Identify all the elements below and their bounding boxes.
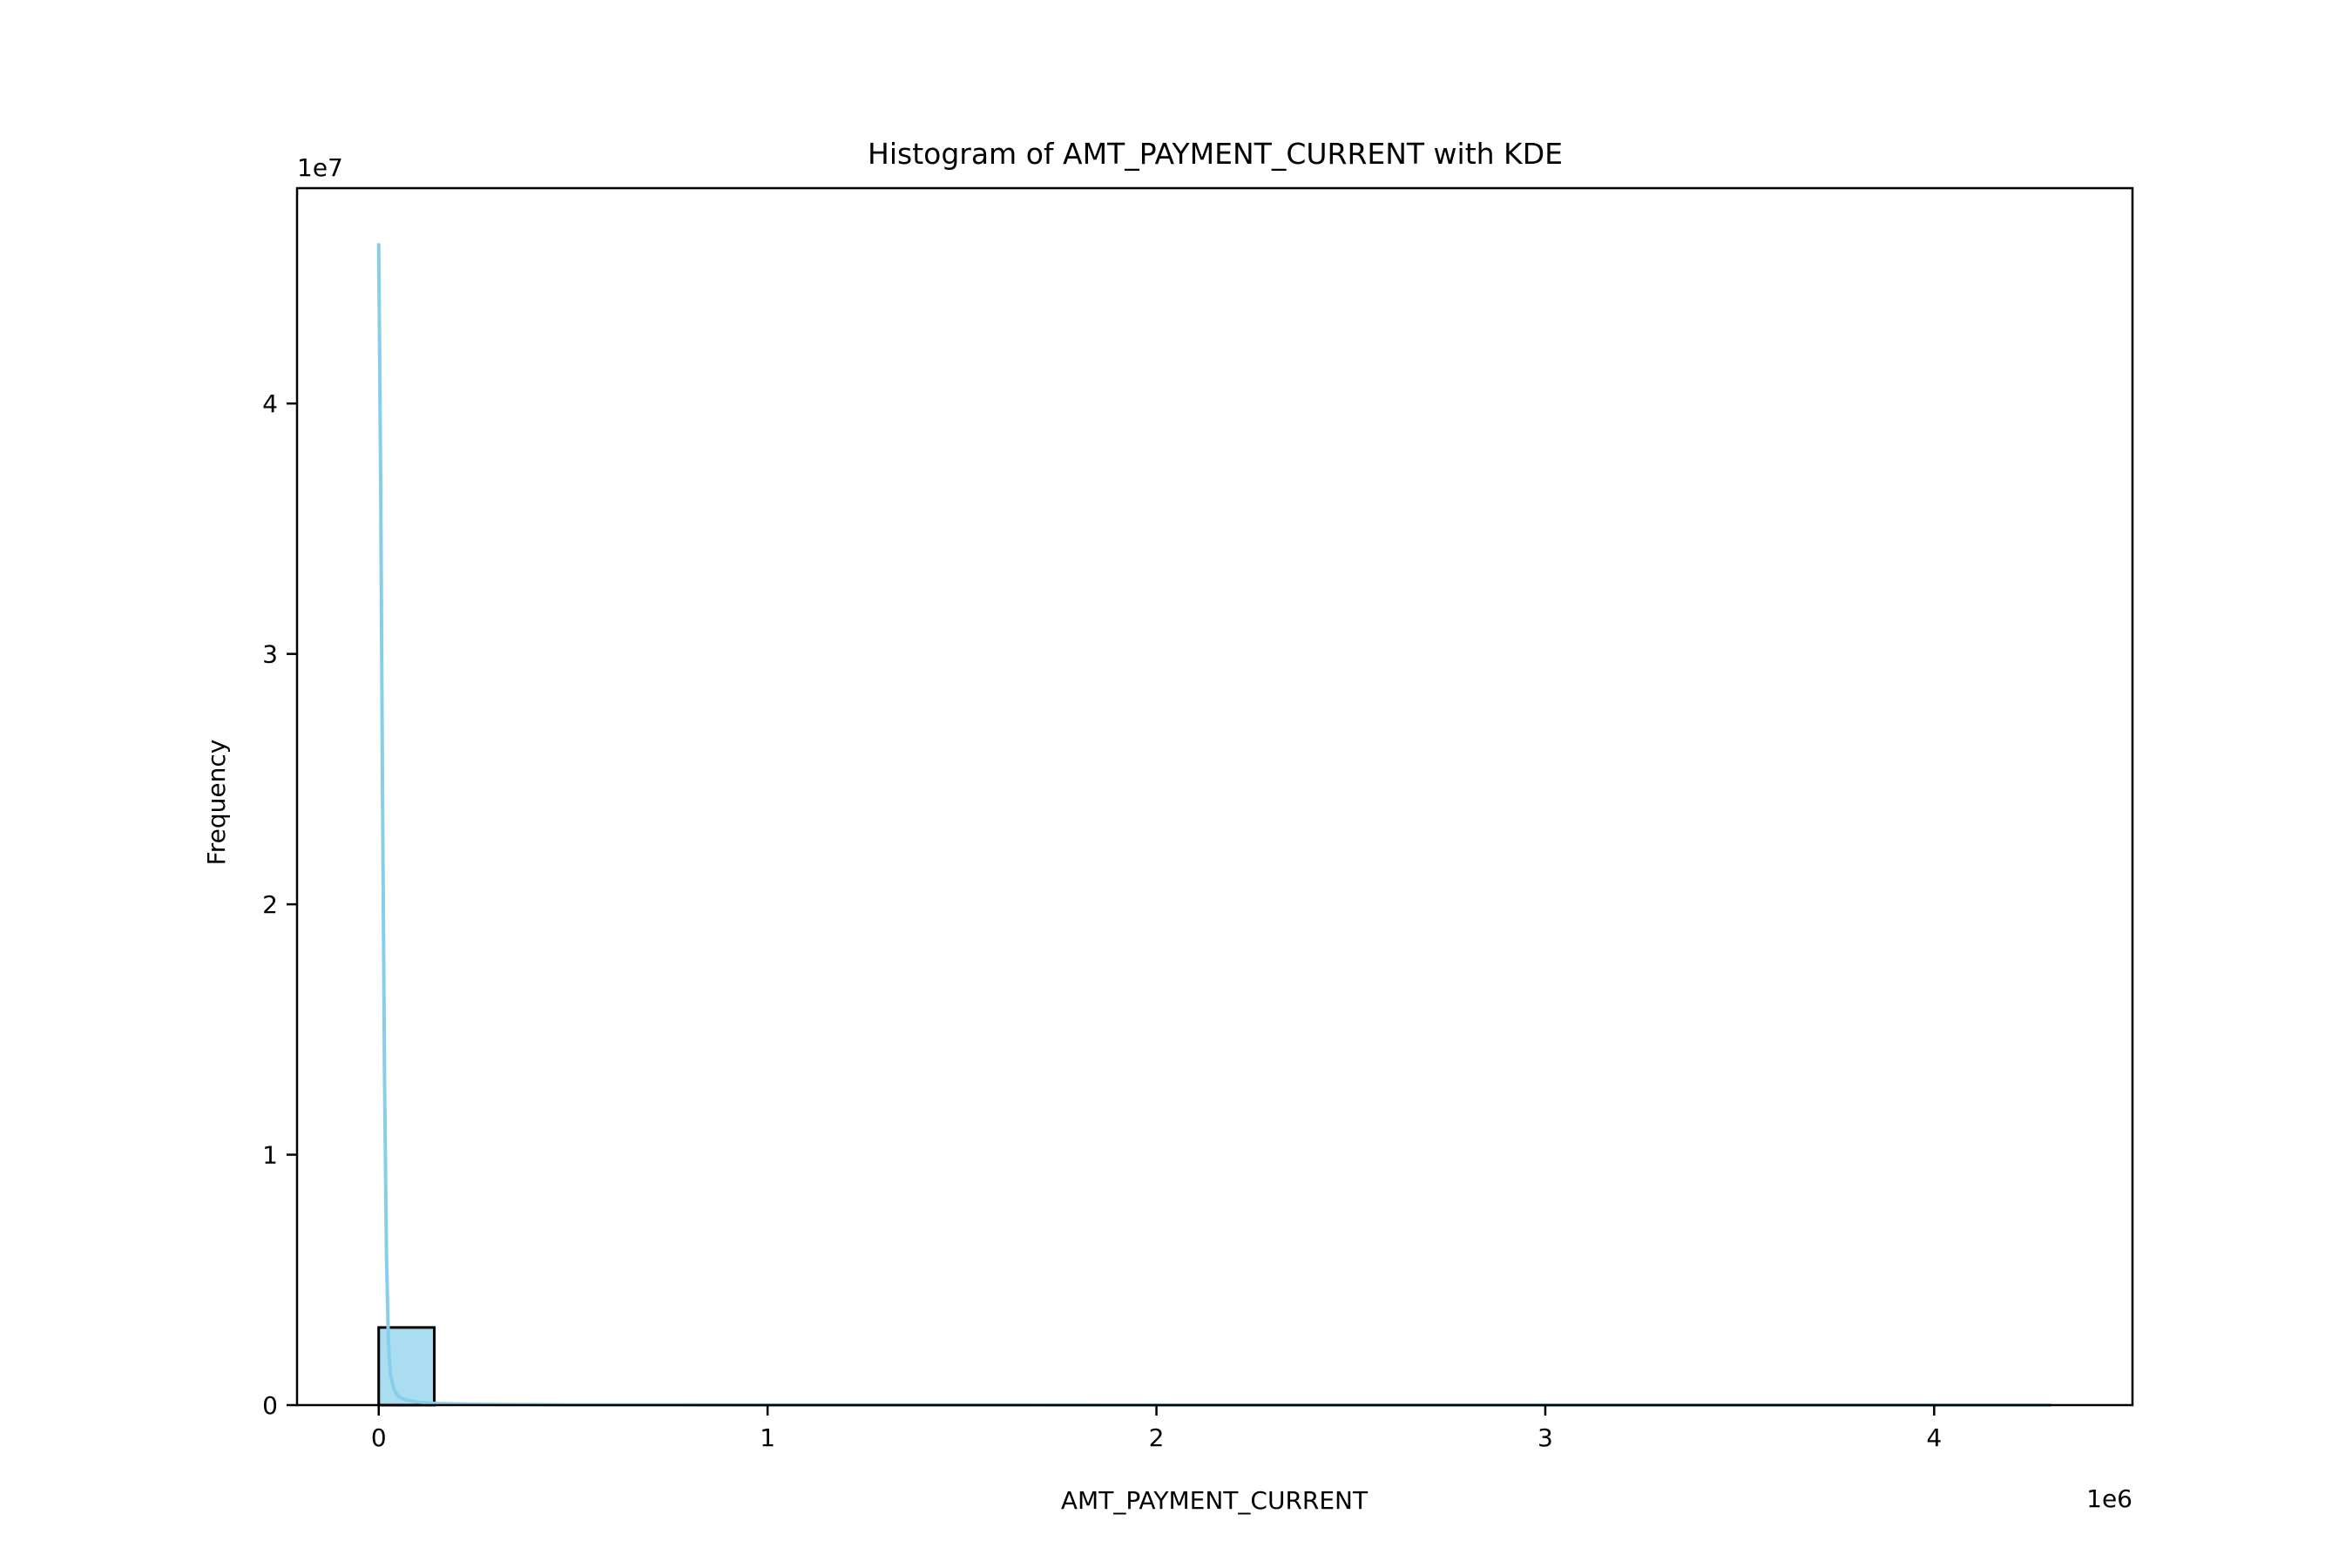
y-tick-label: 4 bbox=[262, 389, 278, 418]
x-axis: 0 1 2 3 4 bbox=[371, 1405, 1942, 1452]
plot-area bbox=[295, 186, 2134, 1407]
x-tick-label: 1 bbox=[760, 1423, 775, 1452]
y-axis-label: Frequency bbox=[202, 740, 231, 866]
y-axis-offset-label: 1e7 bbox=[297, 153, 343, 182]
x-tick-label: 2 bbox=[1149, 1423, 1165, 1452]
x-tick-label: 4 bbox=[1926, 1423, 1942, 1452]
y-tick-label: 0 bbox=[262, 1391, 278, 1420]
axes-frame bbox=[295, 186, 2134, 1407]
x-axis-offset-label: 1e6 bbox=[2086, 1484, 2132, 1513]
y-tick-label: 2 bbox=[262, 890, 278, 919]
y-tick-label: 3 bbox=[262, 640, 278, 669]
y-tick-label: 1 bbox=[262, 1141, 278, 1170]
x-tick-label: 0 bbox=[371, 1423, 387, 1452]
y-axis: 0 1 2 3 4 bbox=[262, 389, 297, 1420]
x-tick-label: 3 bbox=[1538, 1423, 1553, 1452]
chart-title: Histogram of AMT_PAYMENT_CURRENT with KD… bbox=[868, 137, 1563, 171]
x-axis-label: AMT_PAYMENT_CURRENT bbox=[1061, 1486, 1369, 1515]
